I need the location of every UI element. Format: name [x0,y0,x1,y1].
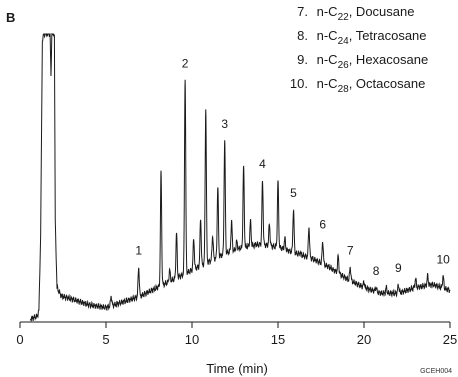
legend-carbon-count: 22 [338,12,350,23]
legend-separator: , [349,52,353,67]
legend-number: 10. [290,76,308,91]
legend-entry: 8. n-C24, Tetracosane [297,28,426,47]
peak-label: 10 [436,252,450,266]
peak-label: 2 [182,56,189,70]
legend-compound-prefix: n-C [313,4,338,19]
legend-name: Docusane [352,4,414,19]
peak-label: 8 [373,264,380,278]
legend-name: Tetracosane [352,28,426,43]
x-tick-label: 0 [16,332,23,347]
legend-compound-prefix: n-C [313,28,338,43]
x-tick-label: 15 [271,332,285,347]
legend-compound-prefix: n-C [313,52,338,67]
peak-label: 3 [221,117,228,131]
legend-entry: 7. n-C22, Docusane [297,4,414,23]
peak-label: 5 [290,186,297,200]
legend-carbon-count: 28 [338,84,350,95]
figure-code: GCEH004 [420,368,452,375]
legend-name: Octacosane [352,76,425,91]
x-axis-ticks: 0 5 10 15 20 25 [16,322,457,347]
peak-label: 9 [395,261,402,275]
peak-label: 7 [347,244,354,258]
legend-entry: 9. n-C26, Hexacosane [297,52,428,71]
legend-carbon-count: 26 [338,60,350,71]
legend-number: 8. [297,28,308,43]
legend-entry: 10. n-C28, Octacosane [290,76,425,95]
x-tick-label: 5 [102,332,109,347]
panel-label: B [6,10,15,25]
x-tick-label: 10 [185,332,199,347]
legend-number: 7. [297,4,308,19]
peak-label: 6 [319,218,326,232]
legend-name: Hexacosane [352,52,428,67]
peak-labels: 1 2 3 4 5 6 7 8 9 10 [135,56,450,277]
peak-label: 1 [135,244,142,258]
chromatogram-trace [29,32,451,322]
legend-separator: , [349,4,353,19]
legend-number: 9. [297,52,308,67]
legend-separator: , [349,76,353,91]
legend-carbon-count: 24 [338,36,350,47]
x-tick-label: 20 [357,332,371,347]
legend-separator: , [349,28,353,43]
peak-label: 4 [259,157,266,171]
x-tick-label: 25 [443,332,457,347]
legend-compound-prefix: n-C [313,76,338,91]
x-axis-label: Time (min) [206,361,268,376]
